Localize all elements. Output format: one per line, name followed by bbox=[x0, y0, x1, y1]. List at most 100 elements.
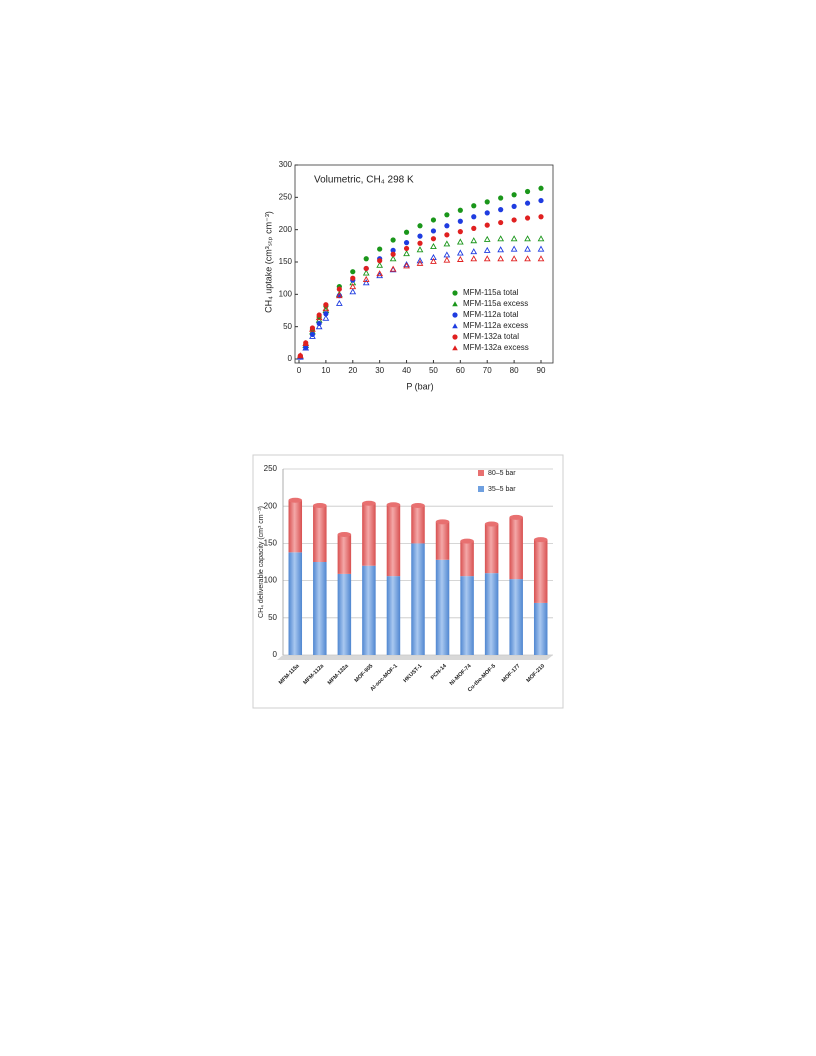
plot-frame bbox=[294, 164, 554, 364]
legend-marker bbox=[452, 312, 458, 318]
bar-segment bbox=[337, 573, 352, 655]
point bbox=[538, 185, 544, 191]
x-tick-label: 70 bbox=[483, 366, 492, 375]
point bbox=[376, 261, 384, 268]
point bbox=[377, 246, 383, 252]
y-tick-label: 250 bbox=[279, 192, 293, 201]
point bbox=[444, 212, 450, 218]
point bbox=[538, 214, 544, 220]
point bbox=[309, 325, 316, 332]
point bbox=[498, 219, 504, 226]
bar-cap bbox=[288, 497, 303, 503]
point bbox=[390, 247, 396, 253]
x-tick-label: 10 bbox=[321, 366, 330, 375]
point bbox=[322, 305, 330, 312]
point bbox=[470, 248, 478, 255]
point bbox=[511, 192, 517, 198]
y-tick-label: 50 bbox=[283, 322, 292, 331]
point bbox=[430, 242, 437, 250]
point bbox=[350, 275, 356, 281]
y-tick-label: 0 bbox=[288, 354, 293, 363]
point bbox=[309, 332, 316, 339]
point bbox=[483, 246, 491, 253]
x-tick-label: HKUST-1 bbox=[403, 663, 424, 684]
legend-label: MFM-112a excess bbox=[463, 321, 528, 330]
point bbox=[336, 286, 342, 292]
point bbox=[444, 232, 450, 238]
point bbox=[416, 259, 424, 266]
bar-segment bbox=[484, 573, 499, 655]
x-tick-label: MFM-132a bbox=[327, 663, 351, 687]
bar-cap bbox=[484, 521, 499, 527]
x-axis-label: P (bar) bbox=[406, 381, 433, 391]
point bbox=[430, 217, 437, 223]
bar-cap bbox=[337, 531, 352, 537]
x-tick-label: 0 bbox=[297, 366, 302, 375]
bar-segment bbox=[435, 521, 450, 560]
point bbox=[510, 255, 518, 262]
x-tick-label: MOF-905 bbox=[354, 663, 375, 684]
x-tick-label: MOF-177 bbox=[501, 663, 522, 684]
point bbox=[498, 207, 504, 213]
point bbox=[457, 207, 463, 213]
point bbox=[443, 256, 451, 263]
bar-segment bbox=[533, 602, 548, 655]
y-tick-label: 0 bbox=[273, 650, 278, 659]
bar-segment bbox=[460, 576, 474, 655]
point bbox=[315, 323, 323, 330]
legend-marker bbox=[452, 323, 458, 329]
legend-label: MFM-112a total bbox=[463, 310, 519, 319]
point bbox=[498, 195, 504, 201]
legend-swatch bbox=[478, 486, 484, 492]
floor bbox=[277, 655, 553, 660]
legend-swatch bbox=[478, 470, 484, 476]
bar-cap bbox=[386, 502, 401, 508]
point bbox=[484, 210, 490, 216]
x-tick-label: 40 bbox=[402, 366, 411, 375]
bar-cap bbox=[435, 519, 450, 525]
point bbox=[403, 262, 410, 269]
point bbox=[363, 256, 369, 262]
x-tick-label: MOF-210 bbox=[525, 663, 546, 684]
point bbox=[403, 261, 410, 268]
point bbox=[336, 293, 342, 299]
legend-label: MFM-132a excess bbox=[463, 343, 529, 352]
bar-segment bbox=[288, 500, 303, 553]
y-tick-label: 250 bbox=[264, 464, 278, 473]
bar-segment bbox=[411, 543, 425, 655]
legend-marker bbox=[452, 290, 458, 296]
point bbox=[537, 235, 545, 242]
point bbox=[350, 269, 356, 275]
bar-segment bbox=[484, 524, 499, 574]
point bbox=[389, 265, 397, 272]
point bbox=[363, 265, 369, 272]
chart-frame bbox=[252, 454, 564, 709]
point bbox=[362, 269, 370, 276]
bar-segment bbox=[362, 503, 376, 566]
point bbox=[470, 237, 478, 244]
x-tick-label: MFM-115a bbox=[278, 663, 301, 686]
point bbox=[417, 223, 423, 229]
point bbox=[524, 245, 531, 252]
point bbox=[390, 237, 396, 243]
point bbox=[416, 257, 424, 264]
point bbox=[322, 314, 330, 321]
chart-title: Volumetric, CH₄ 298 K bbox=[314, 175, 414, 186]
point bbox=[417, 233, 423, 239]
bar-segment bbox=[337, 534, 352, 574]
point bbox=[524, 255, 531, 262]
point bbox=[484, 222, 490, 228]
point bbox=[377, 258, 383, 264]
point bbox=[349, 288, 357, 295]
point bbox=[456, 238, 464, 245]
point bbox=[389, 255, 397, 262]
y-tick-label: 100 bbox=[264, 576, 278, 585]
point bbox=[524, 215, 531, 221]
point bbox=[511, 217, 517, 223]
point bbox=[403, 250, 410, 257]
point bbox=[302, 339, 310, 347]
x-tick-label: Ni-MOF-74 bbox=[449, 663, 473, 687]
point bbox=[510, 235, 518, 242]
point bbox=[456, 249, 464, 256]
